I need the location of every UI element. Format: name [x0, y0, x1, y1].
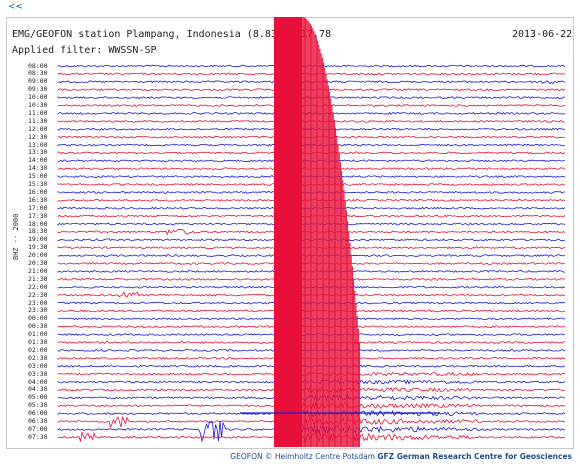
time-label: 05:30 [28, 401, 48, 410]
time-label: 03:30 [28, 369, 48, 378]
time-label: 20:30 [28, 259, 48, 267]
time-label: 13:00 [28, 140, 48, 149]
time-label: 21:30 [28, 274, 48, 283]
time-label: 23:30 [28, 306, 48, 315]
time-label: 07:00 [28, 424, 48, 433]
time-label: 19:30 [28, 243, 48, 252]
time-label: 06:00 [28, 409, 48, 418]
time-label: 14:00 [28, 156, 48, 165]
time-label: 18:30 [28, 227, 48, 236]
time-label: 09:30 [28, 85, 48, 94]
date-label: 2013-06-22 [512, 29, 573, 40]
time-label: 03:00 [28, 361, 48, 370]
time-label: 01:30 [28, 338, 48, 346]
time-label: 23:00 [28, 298, 48, 307]
time-label: 07:30 [28, 432, 48, 441]
filter-label: Applied filter: WWSSN-SP [12, 45, 157, 56]
time-label: 22:30 [28, 290, 48, 299]
time-label: 08:00 [28, 61, 48, 70]
time-label: 01:00 [28, 330, 48, 339]
event-coda [301, 17, 361, 447]
time-label: 10:30 [28, 101, 48, 109]
time-label: 16:00 [28, 187, 48, 196]
time-label: 22:00 [28, 282, 48, 291]
time-label: 02:30 [28, 353, 48, 362]
time-label: 04:30 [28, 385, 48, 394]
time-label: 10:00 [28, 93, 48, 102]
time-label: 14:30 [28, 164, 48, 173]
time-label: 05:00 [28, 393, 48, 402]
time-label: 21:00 [28, 266, 48, 275]
time-label: 06:30 [28, 417, 48, 425]
footer-copyright: GEOFON © Heimholtz Centre Potsdam [230, 452, 378, 461]
time-label: 11:30 [28, 116, 48, 125]
time-label: 15:30 [28, 180, 48, 188]
back-link[interactable]: << [8, 2, 24, 12]
time-label: 16:30 [28, 195, 48, 204]
time-label: 00:30 [28, 322, 48, 331]
time-label: 20:00 [28, 251, 48, 260]
footer-org: GFZ German Research Centre for Geoscienc… [377, 452, 572, 461]
time-label: 19:00 [28, 235, 48, 244]
time-label: 17:30 [28, 211, 48, 220]
time-label: 12:30 [28, 132, 48, 141]
time-label: 18:00 [28, 219, 48, 228]
time-label: 00:00 [28, 314, 48, 323]
time-label: 15:00 [28, 172, 48, 181]
time-label: 17:00 [28, 203, 48, 212]
time-label: 09:00 [28, 77, 48, 86]
time-label: 08:30 [28, 69, 48, 78]
time-label: 02:00 [28, 345, 48, 354]
event-saturation [274, 17, 302, 447]
station-title: EMG/GEOFON station Plampang, Indonesia (… [12, 29, 332, 40]
time-label: 12:00 [28, 124, 48, 133]
time-label: 04:00 [28, 377, 48, 386]
time-label: 11:00 [28, 108, 48, 117]
time-label: 13:30 [28, 148, 48, 157]
footer: GEOFON © Heimholtz Centre Potsdam GFZ Ge… [0, 452, 572, 461]
